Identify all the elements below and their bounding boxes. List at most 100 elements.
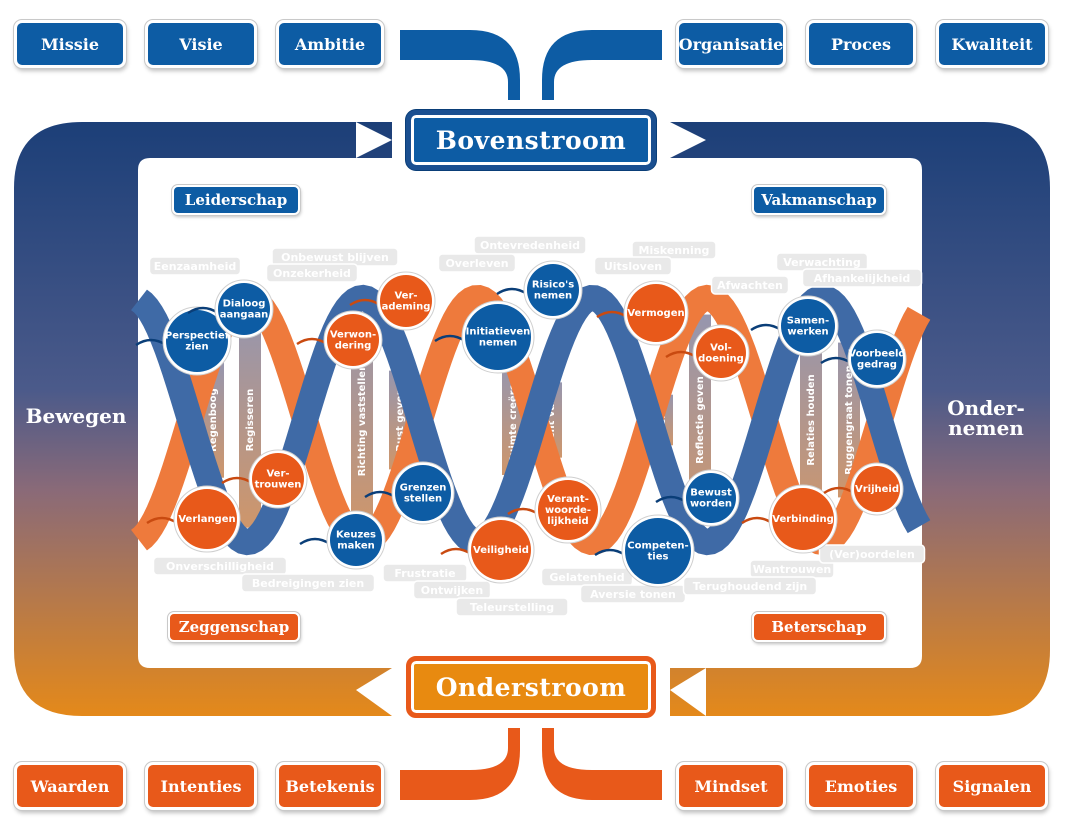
- rung-label: Reflectie geven: [695, 376, 706, 463]
- node-verademing: Ver-ademing: [349, 271, 436, 331]
- svg-text:Eenzaamheid: Eenzaamheid: [154, 260, 236, 273]
- ghost-label: Terughoudend zijn: [682, 576, 818, 596]
- node-verwondering: Verwon-dering: [296, 310, 383, 370]
- ghost-label: Wantrouwen: [749, 559, 835, 579]
- node-samenwerken: Samen-werken: [750, 295, 839, 357]
- ghost-label: Verwachting: [775, 252, 869, 272]
- node-verantwoordelijkheid: Verant-woorde-lijkheid: [507, 476, 602, 544]
- tag-beterschap: Beterschap: [752, 612, 886, 642]
- node-label: werken: [787, 327, 828, 338]
- outer-frame: [14, 122, 1050, 716]
- top-funnel-right: [542, 30, 662, 100]
- ghost-label: Afhankelijkheid: [801, 268, 923, 288]
- rung-label: Rendement vaststellen: [546, 355, 557, 485]
- node-label: aangaan: [220, 310, 268, 321]
- node-verlangen: Verlangen: [146, 485, 241, 553]
- tag-vakmanschap: Vakmanschap: [752, 185, 886, 215]
- onderstroom-box: Onderstroom: [406, 656, 656, 718]
- rung-9: Ruggengraat tonen: [838, 342, 860, 498]
- top-funnel-left: [400, 30, 520, 100]
- bewegen-label: Bewegen: [25, 404, 127, 428]
- bottom-funnel-right: [542, 728, 662, 800]
- node-label: worden: [690, 499, 732, 510]
- svg-text:Teleurstelling: Teleurstelling: [470, 601, 554, 614]
- node-label: Ver-: [266, 469, 289, 480]
- ondernemen-line-1: Onder-: [947, 396, 1025, 420]
- bottom-funnel-left: [400, 728, 520, 800]
- node-label: Dialoog: [223, 299, 266, 310]
- node-label: woorde-: [545, 505, 591, 516]
- node-label: zien: [185, 342, 208, 353]
- rung-label: Relaties houden: [806, 374, 817, 465]
- bovenstroom-box: Bovenstroom: [406, 110, 656, 170]
- ghost-label: Teleurstelling: [455, 597, 569, 617]
- node-label: Initiatieven: [466, 327, 531, 338]
- pill-visie: Visie: [145, 20, 257, 68]
- node-label: nemen: [534, 291, 572, 302]
- svg-text:Verwachting: Verwachting: [783, 256, 860, 269]
- pill-proces: Proces: [806, 20, 916, 68]
- ghost-label: Ontwijken: [412, 580, 492, 600]
- pill-emoties: Emoties: [806, 762, 916, 810]
- svg-text:Bedreigingen zien: Bedreigingen zien: [252, 577, 364, 590]
- svg-text:Aversie tonen: Aversie tonen: [590, 588, 676, 601]
- node-label: lijkheid: [547, 516, 588, 527]
- node-label: Verwon-: [330, 330, 376, 341]
- ghost-label: Ontevredenheid: [473, 235, 587, 255]
- svg-text:Gelatenheid: Gelatenheid: [549, 571, 624, 584]
- svg-text:Ontevredenheid: Ontevredenheid: [480, 239, 580, 252]
- rung-label: Ruggengraat tonen: [844, 365, 855, 475]
- node-label: Veiligheid: [473, 545, 529, 556]
- ghost-label: Frustratie: [382, 563, 468, 583]
- tag-zeggenschap: Zeggenschap: [168, 612, 300, 642]
- rung-label: Regisseren: [245, 389, 256, 452]
- node-label: dering: [335, 341, 372, 352]
- svg-text:Overleven: Overleven: [445, 257, 508, 270]
- frame-arrow-top-right: [670, 122, 706, 158]
- node-label: ties: [648, 552, 669, 563]
- node-label: Perspectief: [165, 331, 230, 342]
- rung-label: Regenboog: [208, 388, 219, 452]
- node-label: ademing: [382, 302, 431, 313]
- svg-text:Afhankelijkheid: Afhankelijkheid: [814, 272, 910, 285]
- pill-missie: Missie: [14, 20, 126, 68]
- pill-intenties: Intenties: [145, 762, 257, 810]
- svg-text:(Ver)oordelen: (Ver)oordelen: [829, 548, 915, 561]
- node-label: gedrag: [857, 360, 897, 371]
- frame-arrow-bottom-left: [356, 668, 392, 716]
- node-voldoening: Vol-doening: [665, 324, 750, 382]
- pill-signalen: Signalen: [936, 762, 1048, 810]
- frame-arrow-bottom-right: [670, 668, 706, 716]
- svg-text:Terughoudend zijn: Terughoudend zijn: [693, 580, 808, 593]
- ondernemen-label: Onder- nemen: [922, 398, 1050, 438]
- node-label: maken: [337, 541, 374, 552]
- node-label: Competen-: [627, 541, 688, 552]
- ghost-label: Onbewust blijven: [271, 247, 399, 267]
- node-veiligheid: Veiligheid: [440, 516, 535, 584]
- node-label: nemen: [479, 338, 517, 349]
- svg-text:Miskenning: Miskenning: [639, 244, 710, 257]
- frame-arrow-top-left: [356, 122, 392, 158]
- svg-text:Afwachten: Afwachten: [717, 279, 783, 292]
- ghost-label: Afwachten: [710, 275, 790, 295]
- ghost-label: Miskenning: [631, 240, 717, 260]
- node-label: trouwen: [255, 480, 302, 491]
- svg-text:Ontwijken: Ontwijken: [421, 584, 483, 597]
- node-label: Vrijheid: [855, 484, 899, 495]
- node-label: Samen-: [787, 316, 829, 327]
- node-vertrouwen: Ver-trouwen: [221, 449, 308, 509]
- ghost-labels: Eenzaamheid Onbewust blijven Onzekerheid On…: [148, 235, 926, 617]
- node-label: Verlangen: [178, 514, 235, 525]
- pill-waarden: Waarden: [14, 762, 126, 810]
- rung-label: Rust geven: [395, 388, 406, 451]
- ghost-label: Bedreigingen zien: [240, 573, 376, 593]
- node-label: Keuzes: [336, 530, 376, 541]
- node-label: Risico's: [532, 280, 574, 291]
- svg-text:Uitsloven: Uitsloven: [604, 260, 662, 273]
- pill-ambitie: Ambitie: [276, 20, 384, 68]
